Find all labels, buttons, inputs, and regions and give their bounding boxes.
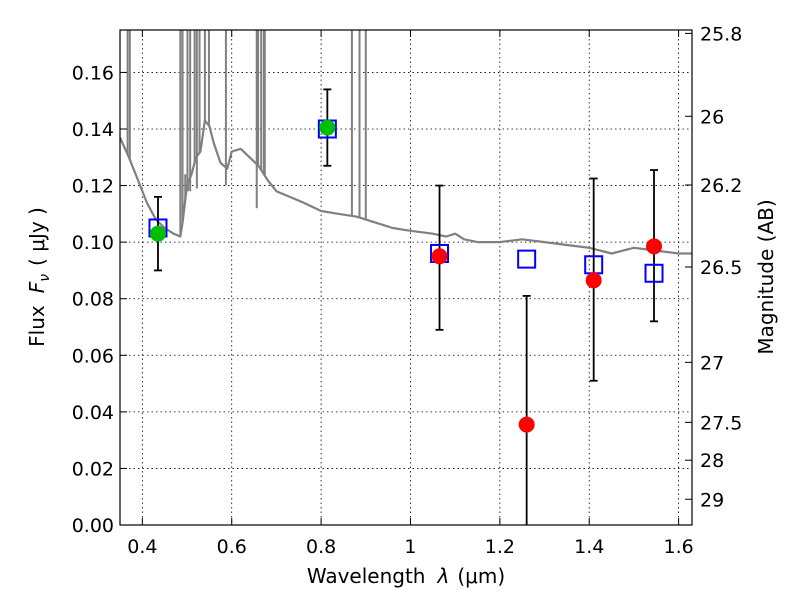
y2-tick-label: 27.5 (700, 412, 742, 434)
y2-tick-label: 26 (700, 106, 724, 128)
x-tick-label: 0.6 (217, 536, 247, 558)
circle-marker (149, 225, 166, 242)
y-tick-label: 0.06 (72, 345, 114, 367)
plot-frame (119, 29, 693, 526)
square-marker (517, 249, 537, 269)
x-tick-label: 1.6 (663, 536, 693, 558)
y-tick-label: 0.12 (72, 176, 114, 198)
y-tick-label: 0.00 (72, 515, 114, 537)
y-tick-label: 0.04 (72, 402, 114, 424)
circle-marker (319, 119, 336, 136)
x-tick-label: 1 (404, 536, 416, 558)
x-axis-label: Wavelength λ (μm) (307, 564, 505, 588)
y-tick-label: 0.14 (72, 119, 114, 141)
x-tick-label: 0.4 (127, 536, 157, 558)
x-tick-label: 0.8 (306, 536, 336, 558)
y-tick-label: 0.08 (72, 289, 114, 311)
y2-tick-label: 26.2 (700, 175, 742, 197)
circle-marker (431, 248, 448, 265)
y2-tick-label: 29 (700, 489, 724, 511)
y-tick-label: 0.16 (72, 62, 114, 84)
spectrum-line (118, 119, 692, 255)
x-tick-label: 1.2 (485, 536, 515, 558)
y-tick-label: 0.02 (72, 458, 114, 480)
y-axis-ticks: 0.00 0.02 0.04 0.06 0.08 0.10 0.12 0.14 0.16 (72, 62, 127, 537)
circle-marker (646, 238, 663, 255)
circle-marker (518, 416, 535, 433)
y2-axis-ticks: 25.8 26 26.2 26.5 27 27.5 28 29 (685, 23, 742, 511)
circle-marker (585, 272, 602, 289)
y2-tick-label: 26.5 (700, 257, 742, 279)
data-markers (148, 119, 664, 433)
square-marker (644, 263, 664, 283)
y2-axis-label: Magnitude (AB) (754, 199, 778, 354)
y2-tick-label: 28 (700, 450, 724, 472)
x-axis-ticks: 0.4 0.6 0.8 1 1.2 1.4 1.6 (127, 30, 694, 558)
model-spectrum (118, 30, 692, 255)
y2-tick-label: 25.8 (700, 23, 742, 45)
x-tick-label: 1.4 (574, 536, 604, 558)
grid (120, 30, 692, 526)
y-axis-label: FluxFν( μJy ) (25, 207, 53, 347)
y2-tick-label: 27 (700, 352, 724, 374)
y-tick-label: 0.10 (72, 232, 114, 254)
